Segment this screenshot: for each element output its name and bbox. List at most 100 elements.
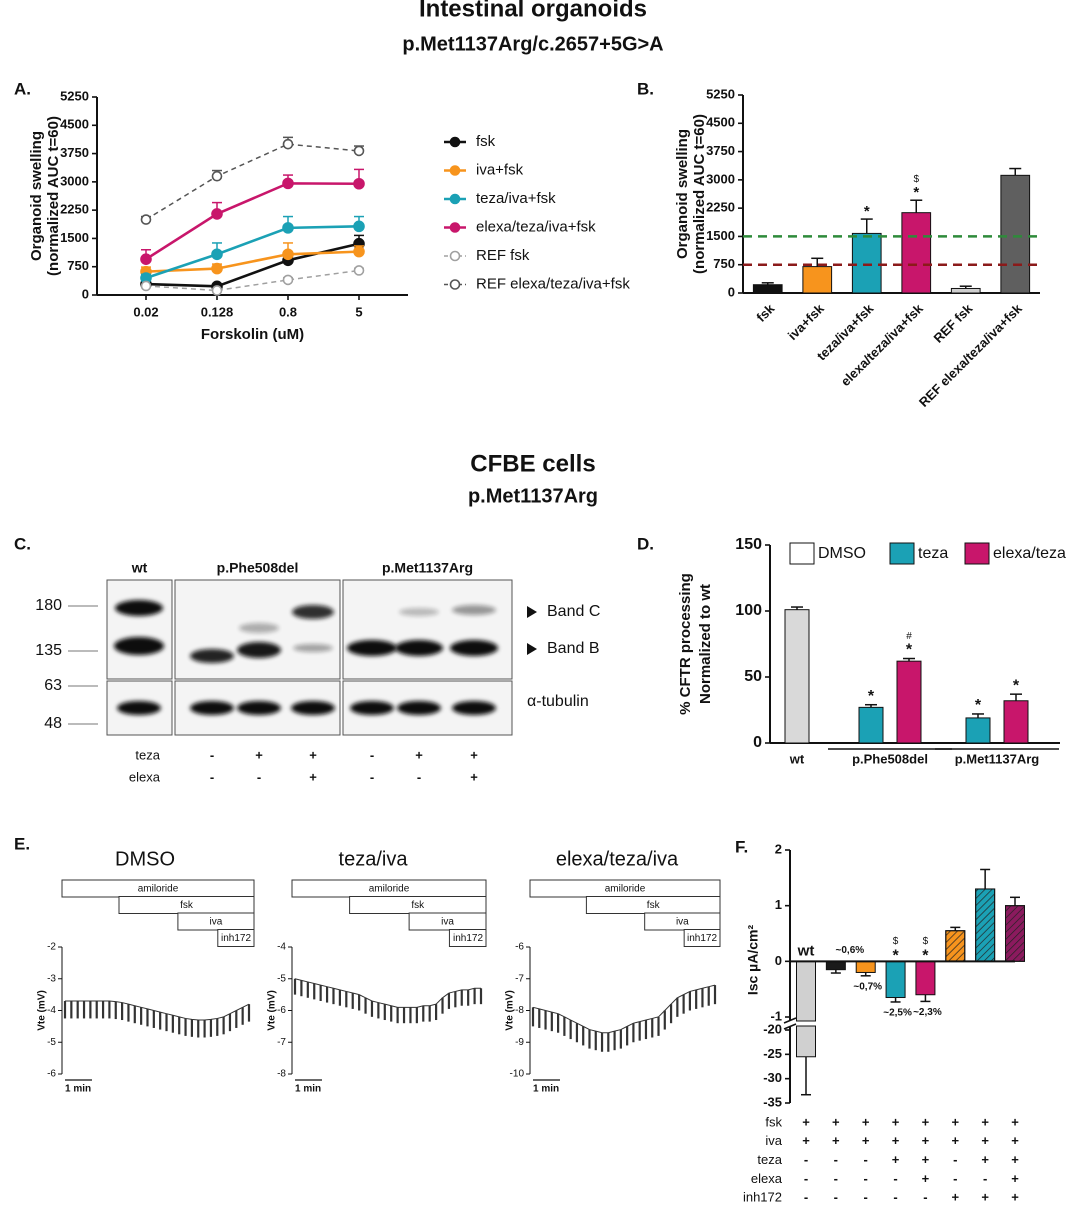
marker: [282, 274, 294, 286]
trace-title: teza/iva: [339, 848, 409, 870]
bar: [885, 960, 906, 999]
treatment-sign: +: [415, 747, 423, 762]
protocol-label: amiloride: [138, 884, 179, 895]
condition-sign: -: [864, 1171, 868, 1186]
significance: *: [868, 688, 875, 705]
panel-label: C.: [14, 534, 31, 553]
section-subtitle: p.Met1137Arg/c.2657+5G>A: [402, 33, 663, 55]
condition-sign: +: [951, 1133, 959, 1148]
blot-band: [293, 644, 333, 652]
bar: [1003, 700, 1029, 744]
condition-sign: -: [893, 1171, 897, 1186]
condition-sign: -: [804, 1190, 808, 1205]
condition-label: iva: [765, 1133, 782, 1148]
blot-frame: [342, 579, 513, 680]
y-tick-label: 5250: [706, 86, 735, 101]
y-tick-label: 0: [753, 734, 762, 751]
y-tick-label: 750: [713, 256, 735, 271]
lane-group-label: p.Met1137Arg: [382, 560, 473, 576]
y-tick-label: 2250: [60, 202, 89, 217]
protocol-label: inh172: [453, 933, 483, 944]
blot-band: [291, 701, 335, 715]
condition-sign: +: [892, 1133, 900, 1148]
condition-label: elexa: [751, 1171, 783, 1186]
protocol-label: fsk: [411, 900, 425, 911]
y-tick-label: -9: [515, 1037, 524, 1048]
marker: [211, 248, 223, 261]
condition-sign: +: [892, 1152, 900, 1167]
marker: [353, 265, 365, 276]
significance: *: [864, 203, 870, 220]
x-tick-label: 0.8: [279, 304, 297, 319]
y-tick-label: -8: [277, 1069, 286, 1080]
series-line: [145, 182, 360, 261]
condition-sign: +: [981, 1114, 989, 1129]
x-tick-label: p.Phe508del: [852, 751, 928, 766]
bar: [796, 1025, 816, 1058]
condition-sign: +: [922, 1152, 930, 1167]
y-tick-label: 3750: [706, 143, 735, 158]
y-tick-label: -6: [515, 942, 524, 953]
bar-note: ~2,3%: [913, 1007, 942, 1018]
legend-label: REF fsk: [476, 247, 530, 264]
protocol-label: fsk: [647, 900, 661, 911]
blot-band: [452, 605, 496, 615]
condition-sign: +: [862, 1114, 870, 1129]
significance: #: [906, 631, 912, 642]
y-tick-label: -7: [277, 1037, 286, 1048]
trace-title: elexa/teza/iva: [556, 848, 679, 870]
condition-sign: -: [834, 1152, 838, 1167]
condition-sign: +: [981, 1133, 989, 1148]
y-axis-label: (normalized AUC t=60): [691, 114, 708, 274]
band-label: Band C: [547, 603, 600, 620]
x-axis-label: Forskolin (uM): [201, 326, 304, 343]
blot-frame: [106, 579, 173, 680]
marker-label: 135: [35, 642, 62, 659]
significance: *: [913, 184, 919, 201]
blot-band: [350, 701, 394, 715]
axis-break: [783, 1023, 797, 1030]
x-tick-label: 5: [355, 304, 362, 319]
significance: *: [906, 642, 913, 659]
y-tick-label: -5: [277, 973, 286, 984]
treatment-sign: +: [309, 769, 317, 784]
condition-label: teza: [757, 1152, 782, 1167]
legend-label: DMSO: [818, 545, 866, 562]
marker: [211, 208, 223, 220]
condition-sign: -: [983, 1171, 987, 1186]
condition-sign: -: [923, 1190, 927, 1205]
y-tick-label: -4: [277, 942, 286, 953]
y-tick-label: 3750: [60, 145, 89, 160]
treatment-sign: -: [257, 769, 261, 784]
y-tick-label: 2: [775, 841, 782, 856]
y-tick-label: 1500: [60, 230, 89, 245]
y-tick-label: -6: [47, 1069, 56, 1080]
condition-sign: +: [832, 1114, 840, 1129]
protocol-label: iva: [676, 917, 689, 928]
y-tick-label: -5: [47, 1037, 56, 1048]
series-line: [145, 242, 360, 288]
condition-sign: -: [834, 1190, 838, 1205]
condition-sign: -: [834, 1171, 838, 1186]
marker-label: 63: [44, 677, 62, 694]
protocol-label: amiloride: [605, 884, 646, 895]
condition-sign: -: [893, 1190, 897, 1205]
bar-hatch: [1005, 905, 1025, 962]
legend-marker: [449, 193, 461, 205]
condition-sign: +: [922, 1171, 930, 1186]
protocol-box: [217, 929, 255, 947]
scale-label: 1 min: [295, 1084, 321, 1095]
treatment-sign: -: [210, 769, 214, 784]
bar: [752, 284, 783, 294]
marker-label: 180: [35, 597, 62, 614]
y-axis-label: Vte (mV): [505, 990, 516, 1031]
legend-label: teza: [918, 545, 948, 562]
y-tick-label: 4500: [706, 115, 735, 130]
y-tick-label: -6: [277, 1005, 286, 1016]
legend-swatch: [964, 542, 990, 565]
marker: [282, 138, 294, 150]
trace-line: [532, 984, 716, 1034]
condition-label: inh172: [743, 1190, 782, 1205]
marker: [211, 285, 223, 296]
marker: [211, 170, 223, 182]
